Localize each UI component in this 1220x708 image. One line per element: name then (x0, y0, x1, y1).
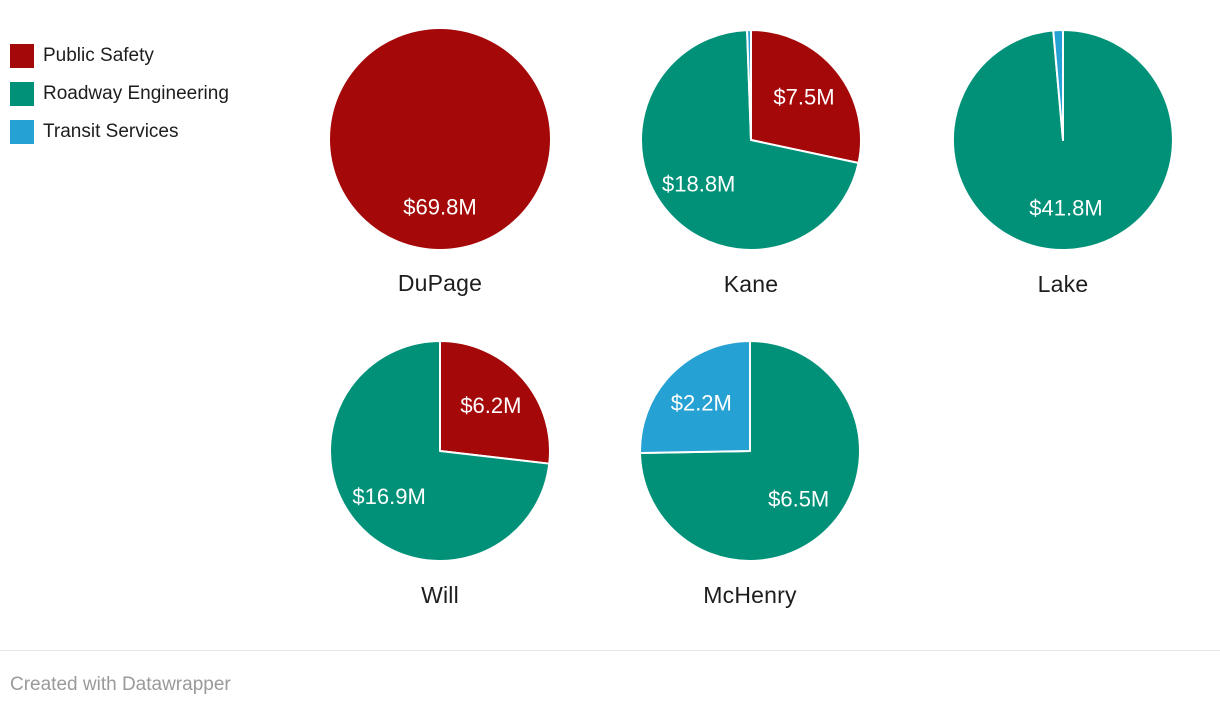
pie-chart-mchenry: $6.5M $2.2M (640, 341, 860, 561)
datawrapper-attribution: Created with Datawrapper (10, 674, 231, 695)
slice-value-label: $16.9M (352, 484, 425, 509)
legend-item-public-safety: Public Safety (10, 44, 229, 68)
legend-label-roadway-engineering: Roadway Engineering (43, 83, 229, 104)
pie-title-will: Will (421, 582, 459, 608)
pie-title-dupage: DuPage (397, 270, 483, 296)
slice-value-label: $69.8M (403, 195, 476, 220)
pie-slice-transit-services (1052, 30, 1064, 141)
pie-kane: $7.5M $18.8M Kane (641, 30, 861, 298)
slice-value-label: $41.8M (1029, 196, 1102, 221)
pie-chart-dupage: $69.8M (330, 29, 550, 249)
legend-swatch-transit-services (10, 120, 34, 144)
pie-title-mchenry: McHenry (703, 582, 797, 608)
pie-chart-lake: $41.8M (953, 30, 1173, 250)
pie-chart-will: $6.2M $16.9M (330, 341, 550, 561)
legend-label-transit-services: Transit Services (43, 121, 179, 142)
pie-dupage: $69.8M DuPage (330, 29, 550, 297)
pie-lake: $41.8M Lake (953, 30, 1173, 298)
pie-mchenry: $6.5M $2.2M McHenry (640, 341, 860, 609)
pie-slice-public-safety (750, 30, 861, 165)
legend: Public Safety Roadway Engineering Transi… (10, 44, 229, 158)
legend-label-public-safety: Public Safety (43, 45, 154, 66)
pie-slice-public-safety (439, 341, 550, 465)
legend-item-transit-services: Transit Services (10, 120, 229, 144)
pie-slice-roadway-engineering (641, 30, 860, 250)
slice-value-label: $2.2M (671, 391, 732, 416)
slice-value-label: $18.8M (662, 171, 735, 196)
pie-will: $6.2M $16.9M Will (330, 341, 550, 609)
pie-slice-transit-services (746, 30, 752, 141)
slice-value-label: $7.5M (773, 85, 834, 110)
pie-title-lake: Lake (1037, 271, 1089, 297)
legend-swatch-roadway-engineering (10, 82, 34, 106)
pie-chart-kane: $7.5M $18.8M (641, 30, 861, 250)
legend-item-roadway-engineering: Roadway Engineering (10, 82, 229, 106)
pie-slice-transit-services (640, 341, 751, 454)
legend-swatch-public-safety (10, 44, 34, 68)
pie-title-kane: Kane (723, 271, 779, 297)
pie-slice-public-safety (330, 29, 550, 249)
footer-divider (0, 650, 1220, 651)
pie-slice-roadway-engineering (330, 341, 550, 561)
slice-value-label: $6.5M (768, 486, 829, 511)
slice-value-label: $6.2M (460, 393, 521, 418)
